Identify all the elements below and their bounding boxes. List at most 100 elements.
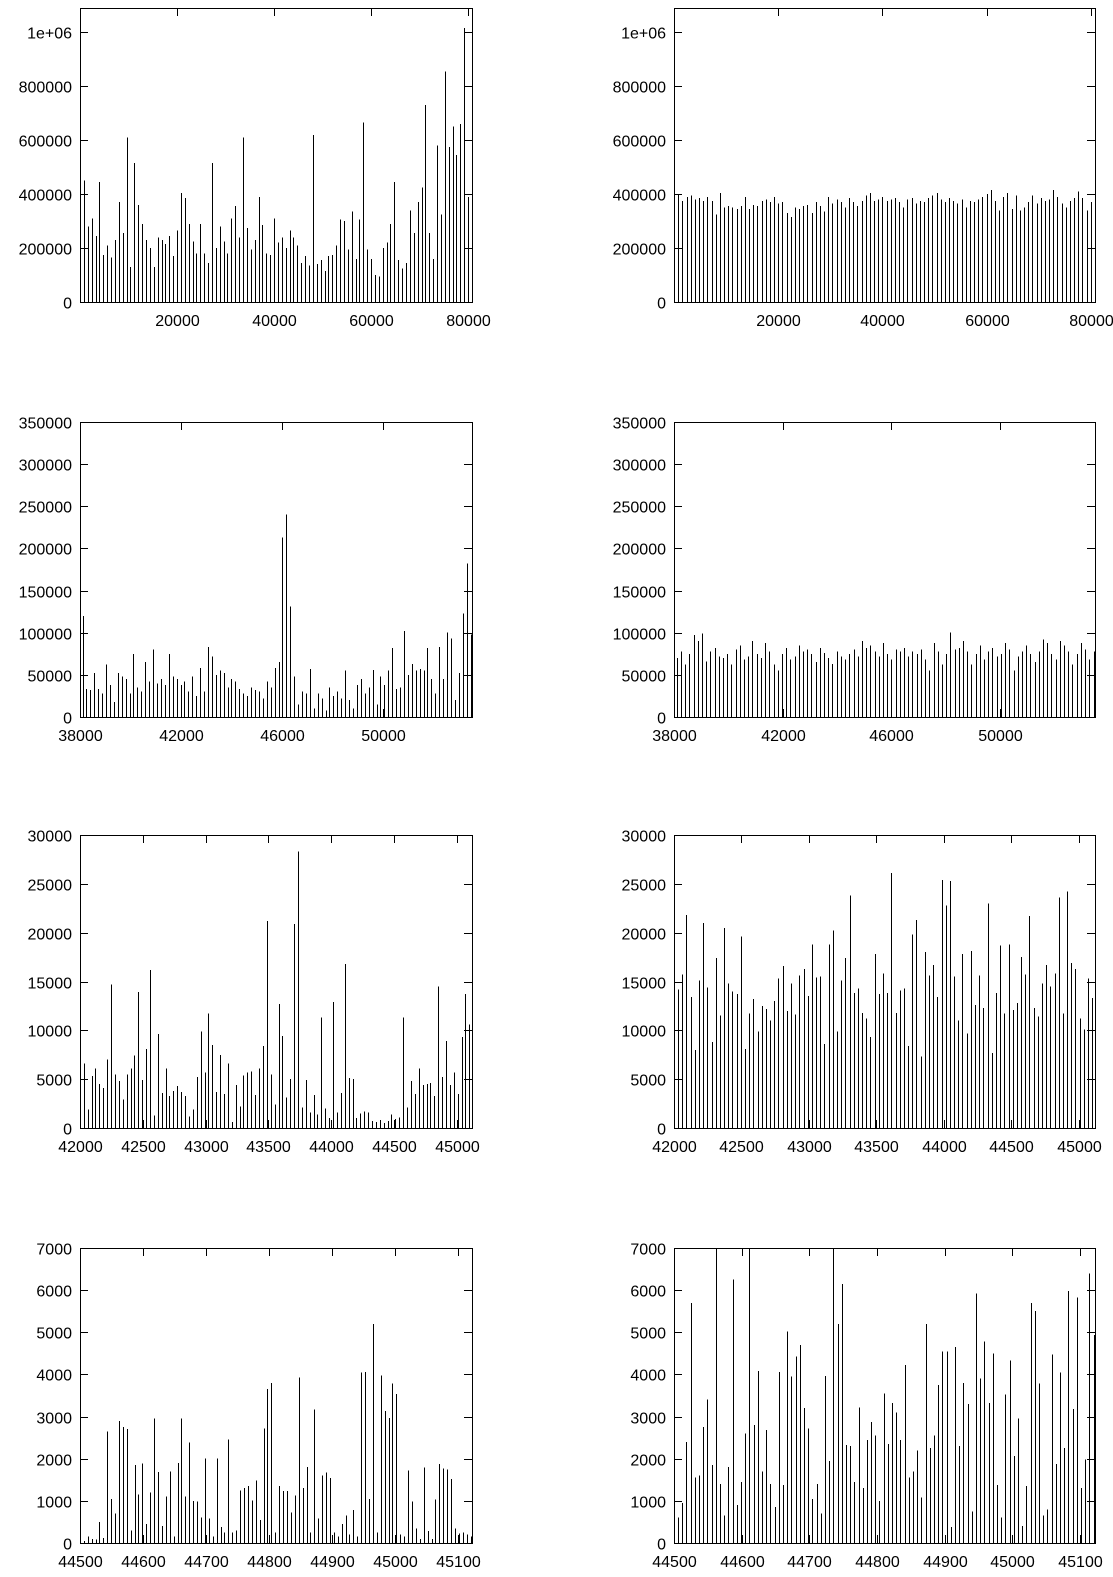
y-tick-label: 7000 [630,1242,666,1259]
x-tick-label: 46000 [869,728,914,745]
chart-row3-left: 42000 42500 43000 43500 44000 44500 45000 0 5000… [0,810,556,1160]
x-tick-label: 45000 [373,1554,418,1571]
y-tick-label: 0 [63,711,72,728]
x-tick-label: 80000 [446,313,491,330]
y-tick-label: 7000 [36,1242,72,1259]
plot-border [674,8,1096,303]
y-tick-label: 1000 [36,1495,72,1512]
x-tick-label: 44500 [372,1139,417,1156]
y-tick-label: 5000 [36,1326,72,1343]
y-tick-label: 15000 [28,976,73,993]
tick-marks [80,835,472,1129]
chart-row3-right: 42000 42500 43000 43500 44000 44500 45000 0 5000… [557,810,1113,1160]
chart-row4-left: 44500 44600 44700 44800 44900 45000 45100 0 1000… [0,1230,556,1577]
y-tick-label: 200000 [19,542,72,559]
y-tick-label: 350000 [613,416,666,433]
chart-svg-row3-left: 42000 42500 43000 43500 44000 44500 45000 0 5000… [28,829,480,1157]
chart-row2-left: 38000 42000 46000 50000 0 50000 100000 150000 20… [0,395,556,745]
chart-row4-right: 44500 44600 44700 44800 44900 45000 45100 0 1000… [557,1230,1113,1577]
impulse-bars [678,190,1092,302]
tick-labels: 42000 42500 43000 43500 44000 44500 45000 0 5000… [28,829,480,1157]
y-tick-label: 1000 [630,1495,666,1512]
chart-row2-right: 38000 42000 46000 50000 0 50000 100000 150000 20… [557,395,1113,745]
tick-marks [674,835,1095,1129]
y-tick-label: 6000 [36,1284,72,1301]
y-tick-label: 5000 [36,1073,72,1090]
x-tick-label: 43000 [787,1139,832,1156]
y-tick-label: 50000 [28,669,73,686]
y-tick-label: 50000 [622,669,667,686]
y-tick-label: 2000 [36,1453,72,1470]
plot-border [80,1248,473,1544]
chart-row1-left: 20000 40000 60000 80000 0 200000 400000 600000 8… [0,0,556,345]
x-tick-label: 42500 [719,1139,764,1156]
x-tick-label: 45000 [990,1554,1035,1571]
y-tick-label: 1e+06 [621,26,666,43]
x-tick-label: 42000 [761,728,806,745]
y-tick-label: 150000 [19,585,72,602]
x-tick-label: 44700 [184,1554,229,1571]
y-tick-label: 300000 [19,458,72,475]
y-tick-label: 200000 [19,242,72,259]
y-tick-label: 30000 [28,829,73,846]
tick-marks [80,1248,472,1544]
plot-border [80,835,473,1129]
y-tick-label: 400000 [613,188,666,205]
tick-marks [674,422,1095,718]
x-tick-label: 44900 [923,1554,968,1571]
y-tick-label: 0 [63,1537,72,1554]
plot-border [674,1248,1096,1544]
x-tick-label: 43500 [854,1139,899,1156]
tick-labels: 38000 42000 46000 50000 0 50000 100000 150000 20… [613,416,1023,746]
y-tick-label: 800000 [19,80,72,97]
x-tick-label: 44700 [787,1554,832,1571]
y-tick-label: 300000 [613,458,666,475]
tick-labels: 44500 44600 44700 44800 44900 45000 45100 0 1000… [36,1242,480,1572]
y-tick-label: 3000 [630,1411,666,1428]
y-tick-label: 5000 [630,1326,666,1343]
tick-marks [674,1248,1095,1544]
y-tick-label: 0 [657,1122,666,1139]
impulse-bars [678,1248,1095,1543]
y-tick-label: 250000 [613,500,666,517]
x-tick-label: 40000 [860,313,905,330]
x-tick-label: 40000 [252,313,297,330]
x-tick-label: 20000 [155,313,200,330]
x-tick-label: 42000 [652,1139,697,1156]
y-tick-label: 2000 [630,1453,666,1470]
x-tick-label: 44800 [855,1554,900,1571]
plot-border [80,8,473,303]
y-tick-label: 100000 [19,627,72,644]
chart-svg-row4-left: 44500 44600 44700 44800 44900 45000 45100 0 1000… [36,1242,480,1572]
chart-svg-row3-right: 42000 42500 43000 43500 44000 44500 45000 0 5000… [622,829,1102,1157]
x-tick-label: 43000 [184,1139,229,1156]
y-tick-label: 15000 [622,976,667,993]
chart-svg-row1-right: 20000 40000 60000 8000002000004000006000008… [613,8,1113,330]
y-tick-label: 600000 [613,134,666,151]
x-tick-label: 44500 [652,1554,697,1571]
y-tick-label: 3000 [36,1411,72,1428]
y-tick-label: 600000 [19,134,72,151]
y-tick-label: 800000 [613,80,666,97]
y-tick-label: 20000 [28,927,73,944]
y-tick-label: 250000 [19,500,72,517]
tick-labels: 20000 40000 60000 8000002000004000006000008… [19,26,491,331]
y-tick-label: 0 [657,296,666,313]
x-tick-label: 50000 [978,728,1023,745]
x-tick-label: 44500 [989,1139,1034,1156]
x-tick-label: 38000 [652,728,697,745]
impulse-bars [84,1323,472,1543]
chart-svg-row4-right: 44500 44600 44700 44800 44900 45000 45100 0 1000… [630,1242,1102,1572]
x-tick-label: 44600 [121,1554,166,1571]
tick-labels: 42000 42500 43000 43500 44000 44500 45000 0 5000… [622,829,1102,1157]
chart-svg-row2-right: 38000 42000 46000 50000 0 50000 100000 150000 20… [613,416,1096,746]
tick-marks [674,8,1095,303]
y-tick-label: 200000 [613,542,666,559]
chart-svg-row1-left: 20000 40000 60000 8000002000004000006000008… [19,8,491,331]
y-tick-label: 0 [657,711,666,728]
y-tick-label: 5000 [630,1073,666,1090]
x-tick-label: 44600 [720,1554,765,1571]
x-tick-label: 60000 [349,313,394,330]
plot-border [674,422,1096,718]
